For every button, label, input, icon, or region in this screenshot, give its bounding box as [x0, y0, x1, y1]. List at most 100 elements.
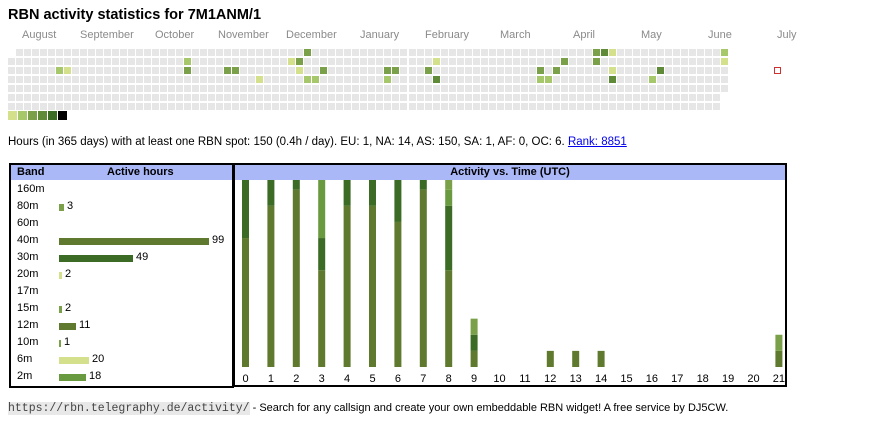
calendar-day	[360, 58, 368, 65]
calendar-day	[448, 67, 456, 74]
calendar-day	[256, 49, 264, 56]
hours-column-header: Active hours	[107, 166, 174, 178]
calendar-day	[104, 49, 112, 56]
calendar-day	[648, 76, 656, 83]
band-hours-value: 3	[67, 200, 74, 212]
calendar-day	[600, 67, 608, 74]
calendar-day	[24, 76, 32, 83]
calendar-day	[480, 67, 488, 74]
calendar-day	[544, 85, 552, 92]
bar-hour-8-40m	[445, 270, 453, 367]
calendar-day	[216, 58, 224, 65]
calendar-day	[416, 94, 424, 101]
calendar-day	[320, 103, 328, 110]
calendar-day	[40, 58, 48, 65]
calendar-day	[656, 49, 664, 56]
calendar-day	[368, 49, 376, 56]
activity-summary: Hours (in 365 days) with at least one RB…	[8, 136, 627, 148]
calendar-day	[296, 49, 304, 56]
band-row-2m: 2m 18	[11, 369, 232, 386]
calendar-day	[408, 85, 416, 92]
calendar-day	[520, 67, 528, 74]
calendar-day	[160, 49, 168, 56]
calendar-day	[488, 49, 496, 56]
calendar-day	[32, 76, 40, 83]
calendar-day	[88, 76, 96, 83]
calendar-day	[520, 103, 528, 110]
calendar-day	[456, 67, 464, 74]
rank-link[interactable]: Rank: 8851	[567, 136, 627, 148]
hour-tick-label: 18	[697, 373, 709, 385]
band-hours-bar	[59, 204, 64, 211]
calendar-day	[696, 67, 704, 74]
calendar-day	[424, 58, 432, 65]
calendar-day	[536, 49, 544, 56]
calendar-day	[264, 85, 272, 92]
calendar-day	[128, 76, 136, 83]
band-hours-value: 18	[89, 370, 102, 382]
calendar-day	[232, 49, 240, 56]
calendar-day	[280, 58, 288, 65]
calendar-day	[672, 49, 680, 56]
calendar-day	[16, 49, 23, 56]
calendar-day	[120, 85, 128, 92]
calendar-day	[72, 94, 80, 101]
calendar-day	[168, 103, 176, 110]
calendar-day	[232, 85, 240, 92]
calendar-day	[232, 103, 240, 110]
calendar-day	[408, 49, 416, 56]
calendar-day	[8, 67, 15, 74]
calendar-day	[488, 58, 496, 65]
calendar-day	[336, 67, 344, 74]
calendar-day	[712, 76, 720, 83]
calendar-day	[344, 76, 352, 83]
band-name: 2m	[17, 370, 33, 382]
calendar-day	[336, 58, 344, 65]
calendar-day	[88, 85, 96, 92]
calendar-day	[592, 58, 600, 65]
calendar-day	[720, 58, 728, 65]
calendar-day	[104, 67, 112, 74]
calendar-day	[280, 76, 288, 83]
calendar-day	[488, 76, 496, 83]
calendar-day	[64, 58, 72, 65]
calendar-day	[200, 49, 208, 56]
calendar-day	[240, 76, 248, 83]
calendar-day	[448, 94, 456, 101]
calendar-day	[360, 94, 368, 101]
calendar-day	[200, 76, 208, 83]
legend-swatch-4	[38, 111, 47, 120]
calendar-day	[448, 76, 456, 83]
calendar-day	[344, 49, 352, 56]
calendar-day	[624, 94, 632, 101]
calendar-day	[392, 103, 400, 110]
band-row-12m: 12m 11	[11, 318, 232, 335]
month-label-may: May	[641, 29, 662, 41]
band-column-header: Band	[17, 166, 45, 178]
calendar-day	[680, 58, 688, 65]
calendar-day	[440, 76, 448, 83]
calendar-day	[400, 103, 408, 110]
calendar-day	[328, 67, 336, 74]
band-name: 10m	[17, 336, 39, 348]
footer-url[interactable]: https://rbn.telegraphy.de/activity/	[8, 402, 250, 415]
calendar-day	[352, 58, 360, 65]
calendar-day	[240, 49, 248, 56]
calendar-day	[48, 103, 56, 110]
calendar-day	[112, 85, 120, 92]
calendar-day	[704, 85, 712, 92]
hour-tick-label: 2	[293, 373, 299, 385]
calendar-day	[368, 85, 376, 92]
calendar-day	[96, 103, 104, 110]
calendar-day	[376, 94, 384, 101]
calendar-day	[96, 94, 104, 101]
calendar-day	[472, 103, 480, 110]
calendar-day	[408, 103, 416, 110]
band-hours-bar	[59, 238, 209, 245]
calendar-day	[688, 67, 696, 74]
calendar-day	[576, 85, 584, 92]
calendar-day	[192, 58, 200, 65]
calendar-day	[48, 94, 56, 101]
calendar-day	[216, 76, 224, 83]
calendar-day	[152, 76, 160, 83]
